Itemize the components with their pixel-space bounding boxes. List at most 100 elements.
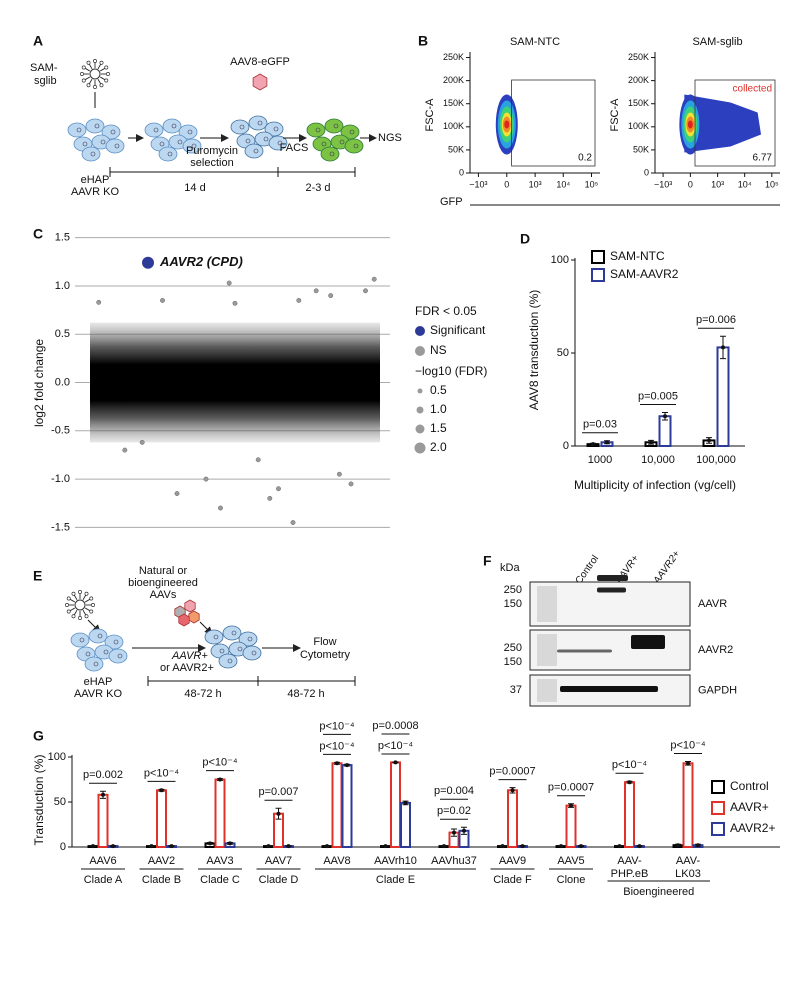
bar xyxy=(390,761,401,849)
axis-label: Multiplicity of infection (vg/cell) xyxy=(574,478,736,492)
cell-nucleus xyxy=(263,136,269,142)
target-label: AAVR xyxy=(698,598,727,610)
p-value: p<10⁻⁴ xyxy=(144,767,180,779)
x-tick-label: 0 xyxy=(688,179,693,189)
cell-nucleus xyxy=(93,661,99,667)
y-tick-label: 150K xyxy=(443,98,464,108)
p-value: p=0.0007 xyxy=(489,766,535,778)
library-icon xyxy=(78,616,82,620)
legend-swatch xyxy=(711,801,725,815)
band xyxy=(597,587,626,593)
cell-nucleus xyxy=(187,129,193,135)
point xyxy=(203,476,209,482)
y-tick-label: 100 xyxy=(551,254,569,266)
cell-nucleus xyxy=(97,633,103,639)
library-icon xyxy=(104,65,109,70)
library-icon xyxy=(86,60,91,65)
point xyxy=(348,481,354,487)
library-icon xyxy=(71,591,76,596)
x-tick-label: 0 xyxy=(504,179,509,189)
size-swatch xyxy=(414,442,426,454)
group-label: Clade C xyxy=(200,874,240,886)
point xyxy=(139,439,145,445)
group-label: Clade E xyxy=(376,874,415,886)
p-value: p<10⁻⁴ xyxy=(202,757,238,769)
p-value: p<10⁻⁴ xyxy=(319,740,355,752)
y-tick-label: 250K xyxy=(628,52,649,62)
x-tick-label: AAV3 xyxy=(206,855,233,867)
bar xyxy=(507,789,518,848)
group-label: Clone xyxy=(557,874,586,886)
point xyxy=(218,505,223,511)
bar-dot xyxy=(627,780,632,785)
x-tick-label: AAV7 xyxy=(265,855,292,867)
axis-label: AAV8 transduction (%) xyxy=(527,290,541,411)
legend-label: Control xyxy=(730,779,769,793)
legend-label: 2.0 xyxy=(430,440,447,454)
panel-label: F xyxy=(483,553,492,569)
y-tick-label: 0 xyxy=(60,841,66,853)
group-label: Clade D xyxy=(259,874,299,886)
library-icon xyxy=(78,590,82,594)
density xyxy=(687,120,693,129)
marker-label: 150 xyxy=(504,598,522,610)
bar-dot xyxy=(696,843,700,848)
legend-label: 0.5 xyxy=(430,383,447,397)
cell-nucleus xyxy=(94,123,100,129)
legend-label: 1.5 xyxy=(430,421,447,435)
bar-dot xyxy=(159,788,164,793)
label: 2-3 d xyxy=(305,182,330,194)
library-icon xyxy=(89,609,94,614)
y-tick-label: -1.0 xyxy=(51,473,70,485)
bar-dot xyxy=(111,844,115,849)
legend-title: −log10 (FDR) xyxy=(415,364,487,378)
bar-dot xyxy=(442,844,446,849)
cell-nucleus xyxy=(103,649,109,655)
x-tick-label: AAVrh10 xyxy=(374,855,417,867)
bar xyxy=(400,801,411,849)
panel-label: G xyxy=(33,728,44,744)
cell-nucleus xyxy=(117,653,123,659)
y-tick-label: 0 xyxy=(563,440,569,452)
x-tick-label: 10⁴ xyxy=(738,179,752,189)
legend-label: Significant xyxy=(430,323,486,337)
cell-nucleus xyxy=(253,148,259,154)
x-tick-label: AAVhu37 xyxy=(431,855,477,867)
point xyxy=(313,288,319,294)
point xyxy=(296,297,302,303)
gate-label: collected xyxy=(733,84,772,95)
axis-label: Transduction (%) xyxy=(32,755,46,846)
marker-label: 250 xyxy=(504,642,522,654)
bar-dot xyxy=(91,844,95,849)
point xyxy=(255,457,261,463)
legend-label: SAM-NTC xyxy=(610,249,665,263)
library-icon xyxy=(80,72,84,76)
density xyxy=(504,120,510,129)
p-value: p=0.0008 xyxy=(372,720,418,732)
bar-dot xyxy=(403,800,408,805)
p-value: p=0.03 xyxy=(583,419,617,431)
label: Natural or xyxy=(139,565,188,577)
point xyxy=(122,447,128,453)
x-tick-label: −10³ xyxy=(469,179,487,189)
gate-value: 6.77 xyxy=(753,153,773,164)
cell-nucleus xyxy=(353,143,359,149)
p-value: p<10⁻⁴ xyxy=(319,720,355,732)
bar-dot xyxy=(325,844,329,849)
cell-nucleus xyxy=(85,651,91,657)
cell-nucleus xyxy=(82,141,88,147)
p-value: p=0.0007 xyxy=(548,782,594,794)
cell-nucleus xyxy=(110,129,116,135)
legend-label: AAVR2+ xyxy=(730,821,775,835)
y-tick-label: 100 xyxy=(48,751,66,763)
bar-dot xyxy=(649,440,653,445)
plot-title: SAM-NTC xyxy=(510,36,560,48)
group-label: Clade B xyxy=(142,874,181,886)
x-tick-label: −10³ xyxy=(654,179,672,189)
point xyxy=(336,471,342,477)
bar xyxy=(156,789,167,848)
y-tick-label: 50K xyxy=(633,144,649,154)
group-label: Clade A xyxy=(84,874,123,886)
cell-nucleus xyxy=(239,124,245,130)
library-icon xyxy=(99,83,104,88)
